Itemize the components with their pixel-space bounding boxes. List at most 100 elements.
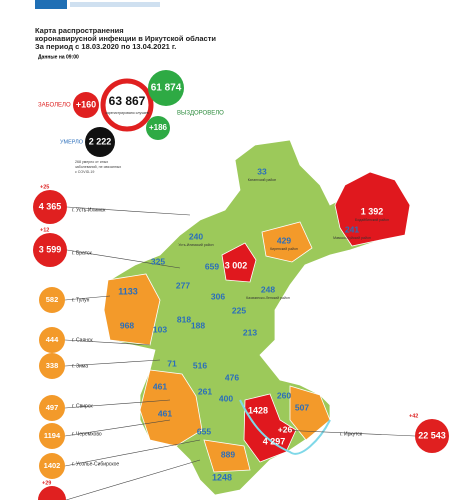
region-value: 507 — [295, 402, 309, 412]
region-value: 248 — [261, 284, 275, 294]
callout-delta: +25 — [40, 184, 49, 190]
callout-value: 444 — [46, 335, 59, 344]
connector — [64, 399, 171, 409]
callout-label: г. Зима — [72, 363, 88, 369]
callout-circle — [38, 486, 66, 500]
callout-circle — [39, 453, 65, 479]
callout-circle — [39, 327, 65, 353]
region-value: 889 — [221, 449, 235, 459]
callout-delta: +29 — [42, 480, 51, 486]
region-name: Мамско-Чуйский район — [333, 236, 371, 240]
region-value: 260 — [277, 390, 291, 400]
region-value: 33 — [257, 166, 267, 176]
infected-label: ЗАБОЛЕЛО — [38, 103, 71, 109]
region-value: 655 — [197, 426, 211, 436]
region-value: 225 — [232, 305, 246, 315]
infected-new: +160 — [76, 99, 96, 109]
connector — [279, 429, 416, 437]
infected-caption: зарегистрировано случаев — [105, 111, 149, 115]
region-value: 968 — [120, 320, 134, 330]
map-region — [243, 393, 297, 463]
callout-value: 338 — [46, 361, 59, 370]
lake-outline — [239, 399, 331, 455]
region-value: 71 — [167, 358, 177, 368]
died-label: УМЕРЛО — [60, 139, 84, 145]
region-value: 400 — [219, 393, 233, 403]
region-name: Казачинско-Ленский район — [246, 296, 290, 300]
callout-label: г. Усолье-Сибирское — [72, 461, 119, 467]
recovered-total: 61 874 — [151, 83, 182, 94]
region-name: Киренский район — [270, 247, 298, 251]
region-labels: 33 Катангский район 1 392 Бодайбинский райо… — [118, 166, 389, 482]
callout-circle — [39, 353, 65, 379]
recovered-label: ВЫЗДОРОВЕЛО — [177, 111, 224, 117]
connector — [64, 439, 201, 467]
region-name: Усть-Илимский район — [178, 243, 213, 247]
region-value: 429 — [277, 235, 291, 245]
callout-label: г. Саянск — [72, 337, 93, 343]
callout-circle — [39, 423, 65, 449]
map-region — [334, 171, 411, 247]
callout-circle — [33, 190, 67, 224]
region-value: 306 — [211, 291, 225, 301]
callout-value: 22 543 — [418, 430, 446, 440]
region-value: 461 — [158, 408, 172, 418]
region-value: 1248 — [212, 472, 232, 482]
callout-circle — [39, 395, 65, 421]
region-value: 476 — [225, 372, 239, 382]
infected-new-circle — [73, 92, 99, 118]
callout-label: г. Иркутск — [340, 431, 363, 437]
died-total: 2 222 — [89, 136, 112, 146]
region-value: 516 — [193, 360, 207, 370]
recovered-circle — [148, 70, 184, 106]
callout-value: 1194 — [44, 431, 61, 440]
callout-circle — [33, 233, 67, 267]
region-value: 1133 — [118, 286, 138, 296]
callout-value: 497 — [46, 403, 59, 412]
died-note: с COVID-19 — [75, 170, 94, 174]
region-value: 4 297 — [263, 436, 286, 446]
callout-value: 582 — [46, 295, 59, 304]
callout-label: г. Тулун — [72, 297, 90, 303]
infected-total-circle — [100, 78, 154, 132]
connector — [64, 295, 111, 301]
region-value: 1428 — [248, 405, 268, 415]
infected-total: 63 867 — [109, 94, 146, 108]
region-value: 325 — [151, 256, 165, 266]
map-region — [289, 385, 331, 441]
map-region — [203, 439, 251, 473]
logo — [35, 0, 67, 9]
callout-label: г. Братск — [72, 250, 92, 256]
logo-text — [70, 2, 160, 7]
map-region — [261, 221, 313, 263]
region-value: 3 002 — [225, 260, 248, 270]
region-value: 461 — [153, 381, 167, 391]
region-value: 261 — [198, 386, 212, 396]
region-name: Катангский район — [248, 178, 277, 182]
callout-delta: +12 — [40, 227, 49, 233]
callout-value: 3 599 — [39, 244, 62, 254]
region-value: 188 — [191, 320, 205, 330]
region-name: Бодайбинский район — [355, 218, 389, 222]
connector — [65, 459, 201, 500]
map-region — [221, 242, 257, 283]
callout-value: 4 365 — [39, 201, 62, 211]
recovered-new: +186 — [149, 123, 168, 132]
connector — [66, 249, 181, 269]
callout-value: 1402 — [44, 461, 61, 470]
connector — [64, 359, 161, 367]
connectors — [64, 206, 416, 500]
region-value: 241 — [345, 224, 359, 234]
map-region — [103, 273, 161, 346]
region-value: 213 — [243, 327, 257, 337]
data-time: Данные на 09:00 — [38, 54, 79, 60]
region-value: 103 — [153, 324, 167, 334]
callout-circle — [415, 419, 449, 453]
connector — [66, 206, 191, 216]
died-note: заболеваний, не связанных — [75, 165, 121, 169]
callout-label: г. Усть-Илимск — [72, 207, 106, 213]
region-value: 1 392 — [361, 206, 384, 216]
title-line: коронавирусной инфекции в Иркутской обла… — [35, 34, 216, 43]
died-circle — [85, 127, 115, 157]
